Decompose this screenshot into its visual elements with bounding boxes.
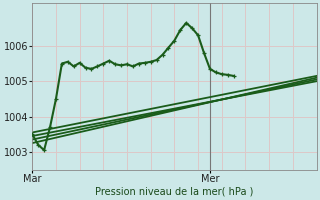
- X-axis label: Pression niveau de la mer( hPa ): Pression niveau de la mer( hPa ): [95, 187, 253, 197]
